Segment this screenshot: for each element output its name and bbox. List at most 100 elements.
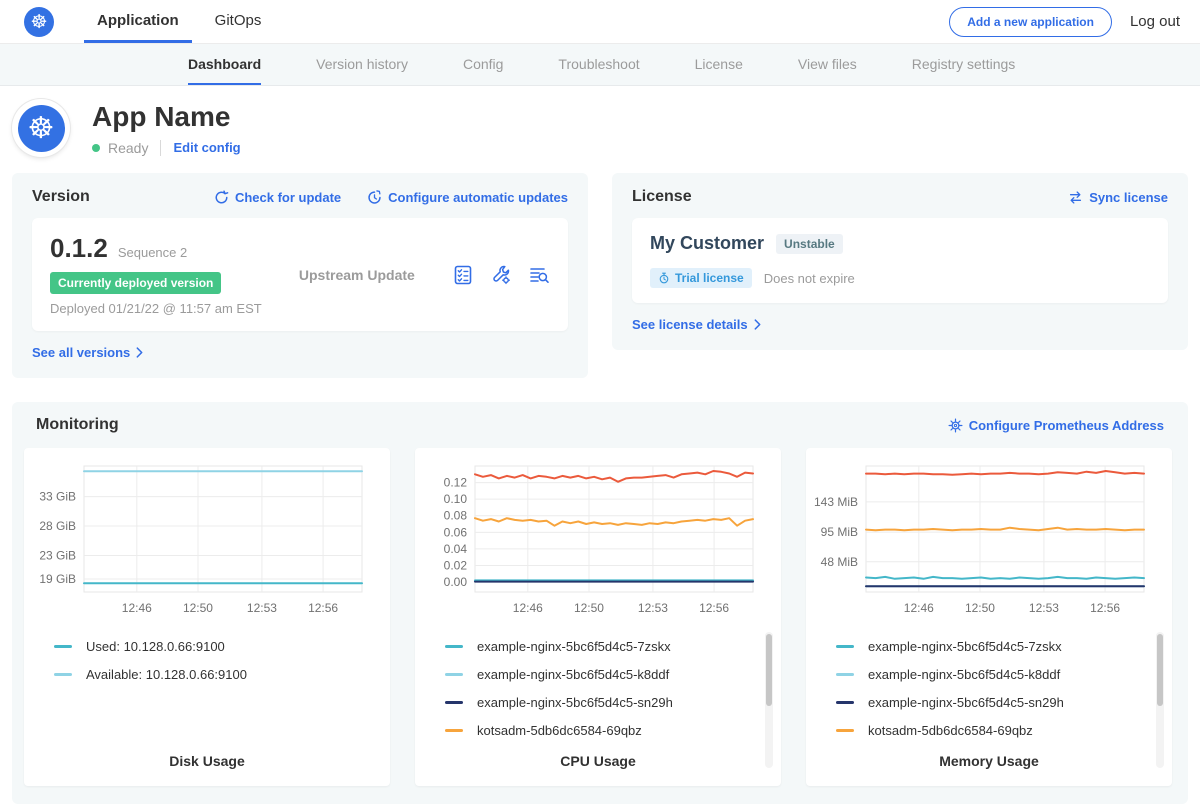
version-card: Version Check for update Configure autom…: [12, 173, 588, 378]
legend-item: example-nginx-5bc6f5d4c5-7zskx: [445, 639, 757, 654]
legend-label: Available: 10.128.0.66:9100: [86, 667, 247, 682]
see-license-details-label: See license details: [632, 317, 748, 332]
svg-text:12:50: 12:50: [574, 601, 604, 615]
monitoring-header: Monitoring Configure Prometheus Address: [24, 416, 1176, 434]
svg-text:12:46: 12:46: [904, 601, 934, 615]
legend-label: example-nginx-5bc6f5d4c5-7zskx: [868, 639, 1062, 654]
preflight-checklist-icon[interactable]: [452, 264, 474, 286]
version-source-label: Upstream Update: [299, 267, 415, 283]
svg-text:12:50: 12:50: [965, 601, 995, 615]
legend-label: example-nginx-5bc6f5d4c5-sn29h: [477, 695, 673, 710]
legend-dash-icon: [445, 701, 463, 704]
svg-text:12:46: 12:46: [513, 601, 543, 615]
tab-registry-settings[interactable]: Registry settings: [912, 44, 1015, 85]
configure-prometheus-link[interactable]: Configure Prometheus Address: [948, 418, 1164, 433]
svg-text:0.10: 0.10: [444, 492, 468, 506]
memory-usage-card: 143 MiB95 MiB48 MiB12:4612:5012:5312:56 …: [806, 448, 1172, 786]
legend-label: kotsadm-5db6dc6584-69qbz: [477, 723, 642, 738]
divider: [160, 140, 161, 156]
version-number: 0.1.2: [50, 233, 108, 264]
memory-usage-chart: 143 MiB95 MiB48 MiB12:4612:5012:5312:56: [808, 456, 1172, 627]
cpu-usage-title: CPU Usage: [415, 753, 781, 786]
app-status-row: Ready Edit config: [92, 140, 241, 156]
legend-item: kotsadm-5db6dc6584-69qbz: [445, 723, 757, 738]
legend-dash-icon: [445, 645, 463, 648]
app-header: ☸ App Name Ready Edit config: [0, 86, 1200, 171]
legend-label: kotsadm-5db6dc6584-69qbz: [868, 723, 1033, 738]
legend-dash-icon: [445, 673, 463, 676]
chevron-right-icon: [754, 319, 761, 330]
configure-automatic-updates-link[interactable]: Configure automatic updates: [367, 190, 568, 205]
current-version-card: 0.1.2 Sequence 2 Currently deployed vers…: [32, 218, 568, 331]
disk-usage-card: 33 GiB28 GiB23 GiB19 GiB12:4612:5012:531…: [24, 448, 390, 786]
add-application-button[interactable]: Add a new application: [949, 7, 1112, 37]
legend-scrollbar-thumb[interactable]: [1157, 634, 1163, 706]
tab-dashboard[interactable]: Dashboard: [188, 44, 261, 85]
svg-text:0.02: 0.02: [444, 558, 468, 572]
disk-usage-legend: Used: 10.128.0.66:9100 Available: 10.128.…: [54, 639, 366, 682]
status-dot-icon: [92, 144, 100, 152]
license-type-label: Trial license: [675, 271, 744, 285]
legend-item: example-nginx-5bc6f5d4c5-sn29h: [445, 695, 757, 710]
legend-dash-icon: [836, 729, 854, 732]
legend-label: example-nginx-5bc6f5d4c5-k8ddf: [868, 667, 1060, 682]
topnav-right: Add a new application Log out: [949, 0, 1180, 43]
svg-text:12:46: 12:46: [122, 601, 152, 615]
legend-dash-icon: [54, 645, 72, 648]
legend-scrollbar[interactable]: [1156, 632, 1164, 768]
clock-refresh-icon: [367, 190, 382, 205]
legend-dash-icon: [836, 673, 854, 676]
memory-usage-title: Memory Usage: [806, 753, 1172, 786]
cpu-usage-chart: 0.120.100.080.060.040.020.0012:4612:5012…: [417, 456, 781, 627]
legend-label: Used: 10.128.0.66:9100: [86, 639, 225, 654]
license-card-title: License: [632, 188, 692, 206]
version-card-title: Version: [32, 188, 90, 206]
configure-prometheus-label: Configure Prometheus Address: [969, 418, 1164, 433]
legend-item: Available: 10.128.0.66:9100: [54, 667, 366, 682]
legend-scrollbar[interactable]: [765, 632, 773, 768]
tab-view-files[interactable]: View files: [798, 44, 857, 85]
legend-dash-icon: [445, 729, 463, 732]
license-expiry: Does not expire: [764, 271, 855, 286]
current-version-info: 0.1.2 Sequence 2 Currently deployed vers…: [50, 233, 262, 316]
edit-config-link[interactable]: Edit config: [173, 140, 240, 155]
tab-version-history[interactable]: Version history: [316, 44, 408, 85]
deployed-timestamp: Deployed 01/21/22 @ 11:57 am EST: [50, 301, 262, 316]
license-type-badge: Trial license: [650, 268, 752, 288]
refresh-icon: [214, 190, 229, 205]
svg-text:12:53: 12:53: [638, 601, 668, 615]
legend-scrollbar-thumb[interactable]: [766, 634, 772, 706]
check-for-update-link[interactable]: Check for update: [214, 190, 341, 205]
tab-application[interactable]: Application: [84, 0, 192, 43]
view-diff-icon[interactable]: [528, 264, 550, 286]
legend-item: example-nginx-5bc6f5d4c5-7zskx: [836, 639, 1148, 654]
legend-item: example-nginx-5bc6f5d4c5-k8ddf: [836, 667, 1148, 682]
tab-license[interactable]: License: [695, 44, 743, 85]
see-license-details-link[interactable]: See license details: [632, 317, 761, 332]
svg-text:12:53: 12:53: [1029, 601, 1059, 615]
tab-gitops[interactable]: GitOps: [202, 0, 275, 43]
svg-text:28 GiB: 28 GiB: [39, 519, 76, 533]
check-for-update-label: Check for update: [235, 190, 341, 205]
kubernetes-logo[interactable]: ☸: [24, 0, 54, 43]
svg-text:23 GiB: 23 GiB: [39, 548, 76, 562]
svg-text:0.08: 0.08: [444, 509, 468, 523]
config-wrench-icon[interactable]: [490, 264, 512, 286]
svg-text:12:56: 12:56: [1090, 601, 1120, 615]
svg-text:19 GiB: 19 GiB: [39, 572, 76, 586]
see-all-versions-row: See all versions: [32, 344, 568, 362]
see-all-versions-link[interactable]: See all versions: [32, 345, 143, 360]
logout-link[interactable]: Log out: [1130, 13, 1180, 30]
channel-badge: Unstable: [776, 234, 843, 254]
svg-text:0.04: 0.04: [444, 542, 468, 556]
legend-item: kotsadm-5db6dc6584-69qbz: [836, 723, 1148, 738]
deployed-badge: Currently deployed version: [50, 272, 221, 294]
tab-config[interactable]: Config: [463, 44, 503, 85]
sync-license-link[interactable]: Sync license: [1068, 190, 1168, 205]
svg-text:12:50: 12:50: [183, 601, 213, 615]
cpu-usage-legend: example-nginx-5bc6f5d4c5-7zskx example-ng…: [445, 639, 757, 738]
svg-text:12:53: 12:53: [247, 601, 277, 615]
license-detail-card: My Customer Unstable Trial license Does …: [632, 218, 1168, 303]
disk-usage-chart: 33 GiB28 GiB23 GiB19 GiB12:4612:5012:531…: [26, 456, 390, 627]
tab-troubleshoot[interactable]: Troubleshoot: [558, 44, 639, 85]
